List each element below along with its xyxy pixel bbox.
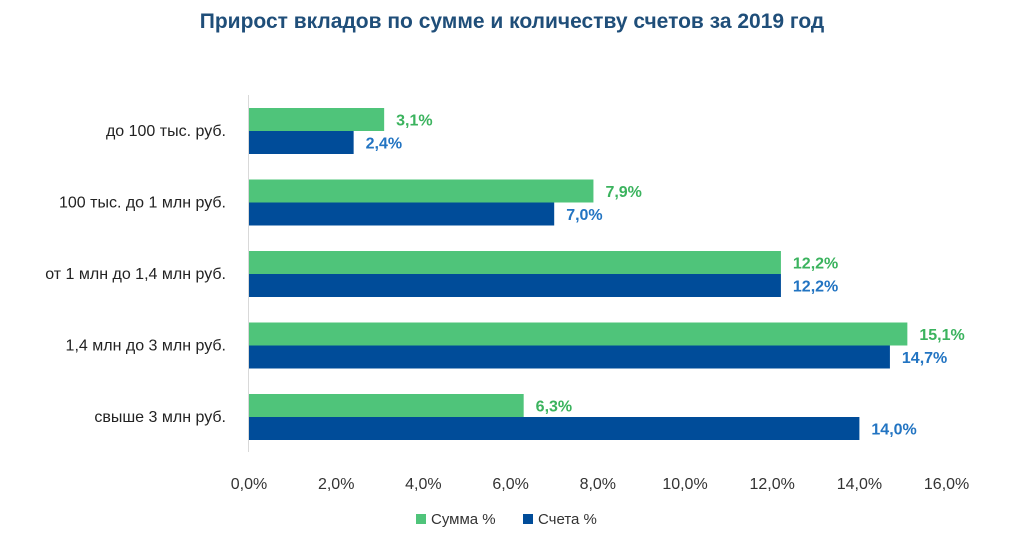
data-label: 7,0%: [566, 207, 602, 224]
x-tick-label: 0,0%: [231, 476, 267, 493]
x-tick-label: 8,0%: [580, 476, 616, 493]
data-label: 3,1%: [396, 113, 432, 130]
bar: [249, 108, 385, 131]
bar: [249, 179, 594, 203]
data-label: 12,2%: [793, 279, 838, 296]
category-label: от 1 млн до 1,4 млн руб.: [45, 266, 226, 283]
chart-title: Прирост вкладов по сумме и количеству сч…: [199, 10, 825, 33]
bar: [249, 251, 781, 274]
data-label: 14,0%: [871, 422, 916, 439]
legend-swatch: [416, 514, 426, 524]
category-label: 1,4 млн до 3 млн руб.: [66, 338, 226, 355]
data-label: 2,4%: [366, 136, 402, 153]
x-tick-label: 2,0%: [318, 476, 354, 493]
x-tick-label: 4,0%: [405, 476, 441, 493]
x-tick-label: 12,0%: [750, 476, 795, 493]
bar: [249, 345, 890, 369]
category-label: свыше 3 млн руб.: [94, 409, 226, 426]
bar: [249, 394, 524, 417]
bar: [249, 131, 354, 154]
legend-label: Счета %: [538, 511, 597, 528]
x-tick-label: 14,0%: [837, 476, 882, 493]
data-label: 7,9%: [605, 184, 641, 201]
legend-label: Сумма %: [431, 511, 496, 528]
category-label: 100 тыс. до 1 млн руб.: [59, 195, 226, 212]
data-label: 6,3%: [536, 399, 572, 416]
data-label: 15,1%: [919, 327, 964, 344]
x-tick-label: 10,0%: [662, 476, 707, 493]
x-tick-label: 6,0%: [492, 476, 528, 493]
legend-swatch: [523, 514, 533, 524]
data-label: 12,2%: [793, 256, 838, 273]
data-label: 14,7%: [902, 350, 947, 367]
bar: [249, 202, 555, 226]
bar: [249, 322, 908, 346]
x-tick-label: 16,0%: [924, 476, 969, 493]
bar: [249, 417, 860, 440]
bar: [249, 274, 781, 297]
category-label: до 100 тыс. руб.: [106, 123, 226, 140]
